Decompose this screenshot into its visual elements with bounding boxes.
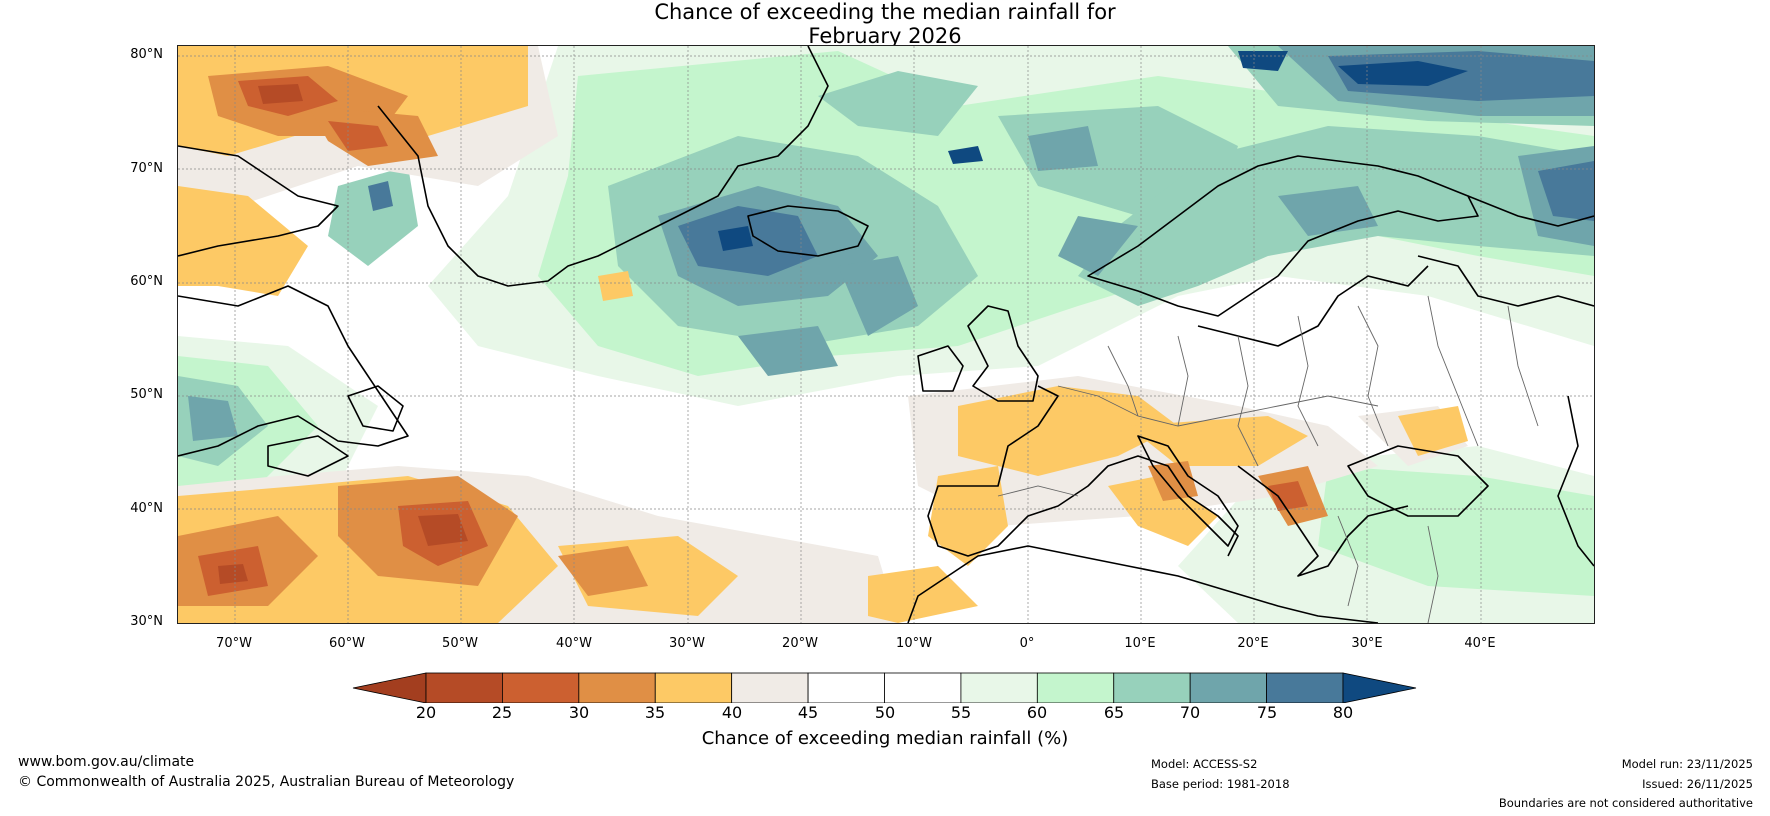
coast-great-britain bbox=[967, 305, 1039, 402]
colorbar-arrow-low bbox=[352, 672, 427, 703]
footer-disclaimer: Boundaries are not considered authoritat… bbox=[1498, 796, 1753, 810]
lat-label-70n: 70°N bbox=[130, 161, 163, 176]
lon-label-40e: 40°E bbox=[1464, 636, 1496, 651]
colorbar-tick-60: 60 bbox=[1026, 703, 1048, 722]
lon-label-30w: 30°W bbox=[669, 636, 705, 651]
colorbar-tick-80: 80 bbox=[1332, 703, 1354, 722]
graticule bbox=[178, 46, 1594, 623]
colorbar-tick-25: 25 bbox=[491, 703, 513, 722]
coast-italy bbox=[1137, 435, 1239, 547]
colorbar-segment-75-80 bbox=[1266, 672, 1344, 703]
colorbar-tick-30: 30 bbox=[568, 703, 590, 722]
lat-label-40n: 40°N bbox=[130, 501, 163, 516]
coast-balkans bbox=[1237, 465, 1409, 577]
footer-website: www.bom.gov.au/climate bbox=[18, 754, 195, 770]
coast-ireland bbox=[917, 345, 964, 392]
footer-issued: Issued: 26/11/2025 bbox=[1642, 777, 1753, 791]
colorbar-tick-75: 75 bbox=[1256, 703, 1278, 722]
title-line-2: February 2026 bbox=[808, 24, 962, 48]
coast-norway bbox=[1087, 155, 1479, 317]
coast-labrador bbox=[178, 285, 409, 457]
colorbar-segment-60-65 bbox=[1036, 672, 1115, 703]
colorbar-segment-40-45 bbox=[731, 672, 809, 703]
coast-black-sea bbox=[1347, 445, 1489, 517]
colorbar-segment-55-60 bbox=[960, 672, 1038, 703]
coast-europe-west bbox=[927, 385, 1239, 557]
title-line-1: Chance of exceeding the median rainfall … bbox=[654, 0, 1116, 24]
coast-white-sea bbox=[1417, 255, 1594, 307]
colorbar-segment-45-50 bbox=[807, 672, 885, 703]
footer-copyright: © Commonwealth of Australia 2025, Austra… bbox=[18, 774, 515, 790]
footer-base-period: Base period: 1981-2018 bbox=[1151, 777, 1290, 791]
lon-label-30e: 30°E bbox=[1351, 636, 1383, 651]
colorbar-arrow-high bbox=[1342, 672, 1417, 703]
lon-label-20w: 20°W bbox=[782, 636, 818, 651]
colorbar bbox=[352, 672, 1417, 703]
rust-regions bbox=[218, 84, 468, 584]
country-borders bbox=[997, 295, 1539, 623]
coast-caspian bbox=[1557, 395, 1594, 567]
lon-label-20e: 20°E bbox=[1237, 636, 1269, 651]
colorbar-tick-70: 70 bbox=[1179, 703, 1201, 722]
colorbar-segment-35-40 bbox=[654, 672, 733, 703]
map-canvas bbox=[178, 46, 1594, 623]
coast-newfoundland bbox=[347, 385, 404, 432]
coast-north-africa bbox=[907, 545, 1379, 623]
lat-label-80n: 80°N bbox=[130, 47, 163, 62]
lat-label-50n: 50°N bbox=[130, 387, 163, 402]
lon-label-40w: 40°W bbox=[556, 636, 592, 651]
lon-label-60w: 60°W bbox=[329, 636, 365, 651]
colorbar-segment-25-30 bbox=[502, 672, 580, 703]
coast-iceland bbox=[747, 205, 869, 257]
coast-baltic bbox=[1197, 265, 1429, 347]
map-title: Chance of exceeding the median rainfall … bbox=[0, 0, 1770, 48]
rainfall-map bbox=[177, 45, 1595, 624]
lon-label-10e: 10°E bbox=[1124, 636, 1156, 651]
colorbar-segment-30-35 bbox=[578, 672, 656, 703]
colorbar-tick-35: 35 bbox=[644, 703, 666, 722]
footer-model-run: Model run: 23/11/2025 bbox=[1621, 757, 1753, 771]
colorbar-tick-45: 45 bbox=[797, 703, 819, 722]
lat-label-30n: 30°N bbox=[130, 614, 163, 629]
coast-baffin bbox=[178, 145, 339, 257]
colorbar-tick-40: 40 bbox=[721, 703, 743, 722]
coast-greenland bbox=[377, 46, 829, 287]
colorbar-segment-65-70 bbox=[1113, 672, 1191, 703]
coast-russia-north bbox=[1467, 195, 1594, 227]
coastlines bbox=[178, 46, 1594, 623]
colorbar-segment-50-55 bbox=[884, 672, 962, 703]
colorbar-tick-50: 50 bbox=[874, 703, 896, 722]
colorbar-segment-20-25 bbox=[425, 672, 503, 703]
footer-model: Model: ACCESS-S2 bbox=[1151, 757, 1258, 771]
colorbar-tick-65: 65 bbox=[1103, 703, 1125, 722]
coast-nova-scotia bbox=[267, 435, 349, 477]
colorbar-tick-20: 20 bbox=[415, 703, 437, 722]
lon-label-0: 0° bbox=[1019, 636, 1035, 651]
lon-label-70w: 70°W bbox=[216, 636, 252, 651]
colorbar-tick-55: 55 bbox=[950, 703, 972, 722]
lon-label-10w: 10°W bbox=[896, 636, 932, 651]
colorbar-segment-70-75 bbox=[1189, 672, 1267, 703]
lat-label-60n: 60°N bbox=[130, 274, 163, 289]
colorbar-label: Chance of exceeding median rainfall (%) bbox=[701, 728, 1069, 749]
lon-label-50w: 50°W bbox=[442, 636, 478, 651]
